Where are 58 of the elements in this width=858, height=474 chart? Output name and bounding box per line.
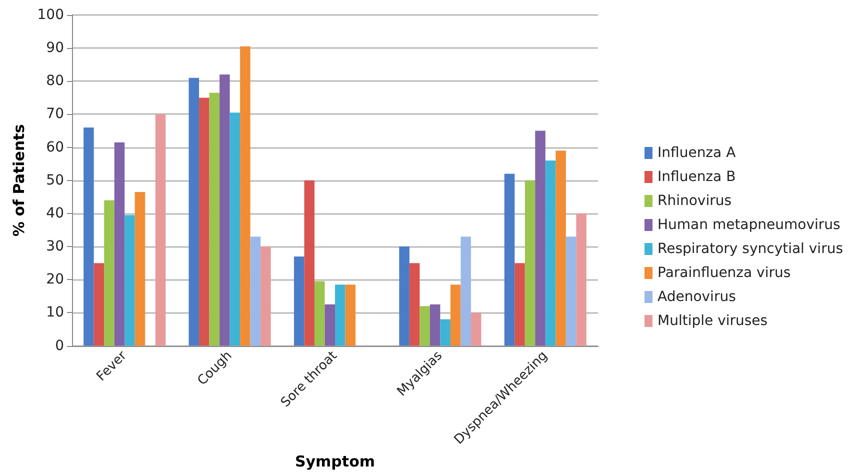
y-tick-label: 10 <box>46 304 64 321</box>
bar <box>576 213 586 346</box>
legend-label: Adenovirus <box>658 289 736 305</box>
y-tick-label: 90 <box>46 40 64 56</box>
bar <box>345 284 356 346</box>
bar <box>230 112 240 346</box>
bar <box>409 263 420 346</box>
y-tick-label: 20 <box>46 272 64 288</box>
bar <box>324 304 335 346</box>
bar <box>314 281 325 346</box>
y-tick-label: 70 <box>46 106 64 122</box>
bar <box>260 246 271 346</box>
legend-label: Influenza B <box>658 169 736 185</box>
bar <box>514 263 525 346</box>
bar <box>556 150 566 346</box>
bar <box>209 92 220 346</box>
bar <box>470 312 482 346</box>
bar <box>440 319 450 346</box>
bar <box>535 130 546 346</box>
bar <box>155 114 166 346</box>
bar <box>430 304 440 346</box>
y-tick-label: 100 <box>37 7 64 23</box>
bar <box>220 74 230 346</box>
legend-label: Parainfluenza virus <box>658 265 791 281</box>
bar <box>104 200 114 346</box>
legend-label: Multiple viruses <box>658 313 768 329</box>
y-tick-label: 50 <box>46 172 64 188</box>
bar <box>335 284 346 346</box>
bar <box>250 236 261 346</box>
bar <box>460 236 471 346</box>
bar <box>114 142 125 346</box>
bar <box>566 236 576 346</box>
bar <box>304 180 314 346</box>
bar <box>199 98 210 346</box>
bar <box>188 78 200 346</box>
y-tick-label: 80 <box>46 73 64 90</box>
bar <box>545 160 556 346</box>
bar <box>94 263 104 346</box>
legend-label: Human metapneumovirus <box>658 217 840 233</box>
bar <box>294 256 304 346</box>
bar <box>134 192 146 346</box>
bar <box>524 180 536 346</box>
bar <box>124 215 135 346</box>
bar <box>84 127 94 346</box>
x-axis-title: Symptom <box>294 452 376 470</box>
legend-label: Influenza A <box>658 145 736 161</box>
y-tick-label: 30 <box>46 238 64 255</box>
bar <box>450 284 461 346</box>
bar <box>240 46 250 346</box>
y-tick-label: 0 <box>55 338 64 354</box>
bar <box>504 174 515 346</box>
y-tick-label: 60 <box>46 139 64 156</box>
legend-label: Rhinovirus <box>658 193 732 209</box>
legend-label: Respiratory syncytial virus <box>658 241 844 257</box>
y-tick-label: 40 <box>46 205 64 222</box>
bar <box>399 246 410 346</box>
bar <box>420 306 430 346</box>
y-axis-title: % of Patients <box>10 124 28 237</box>
